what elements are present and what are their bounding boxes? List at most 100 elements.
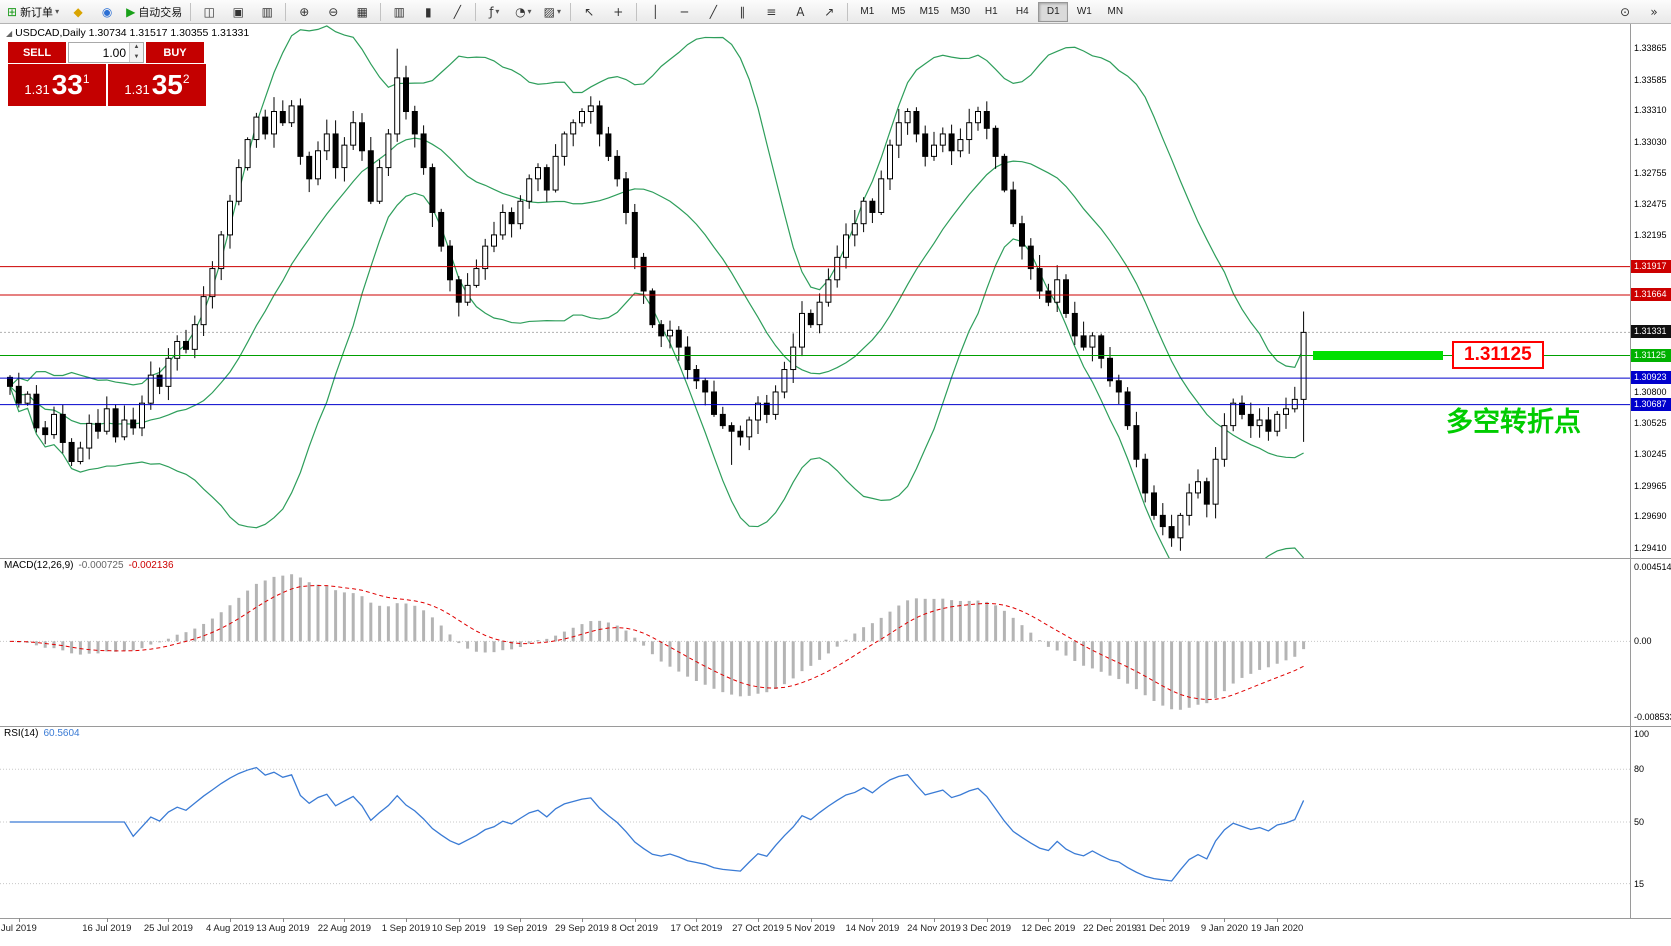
price-axis-label: 1.30800 xyxy=(1634,386,1667,397)
timeframe-mn-button[interactable]: MN xyxy=(1107,6,1124,17)
macd-axis-label: -0.008533 xyxy=(1634,712,1671,722)
trendline-button[interactable]: ╱ xyxy=(699,1,727,23)
metaeditor-button[interactable]: ◆ xyxy=(64,1,92,23)
chart-area[interactable]: ◢ USDCAD,Daily 1.30734 1.31517 1.30355 1.… xyxy=(0,24,1671,938)
volume-value[interactable]: 1.00 xyxy=(102,45,126,60)
candlestick-chart-button[interactable]: ▮ xyxy=(414,1,442,23)
time-axis-label: 12 Dec 2019 xyxy=(1021,923,1076,934)
time-tick-mark xyxy=(406,918,407,922)
auto-trading-button[interactable]: ▶ 自动交易 xyxy=(122,1,186,23)
time-tick-mark xyxy=(1277,918,1279,922)
one-click-trading-panel: SELL 1.00 ▲ ▼ BUY 1.31 33 1 1.31 35 2 xyxy=(8,42,206,106)
zoom-out-button[interactable]: ⊖ xyxy=(319,1,347,23)
tile-windows-icon: ▥ xyxy=(261,4,273,19)
grid-icon: ▦ xyxy=(356,4,368,19)
periods-icon: ◔ xyxy=(515,4,526,19)
timeframe-m5-button[interactable]: M5 xyxy=(891,6,906,17)
zoom-in-button[interactable]: ⊕ xyxy=(290,1,318,23)
time-axis-separator xyxy=(0,918,1671,919)
time-axis-label: 1 Sep 2019 xyxy=(381,923,431,934)
rsi-canvas xyxy=(0,766,1630,885)
time-tick-mark xyxy=(520,918,522,922)
volume-input[interactable]: 1.00 ▲ ▼ xyxy=(68,42,144,63)
indicators-icon: ƒ xyxy=(489,4,494,19)
arrows-button[interactable]: ↗ xyxy=(815,1,843,23)
profiles-button[interactable]: ▣ xyxy=(224,1,252,23)
channel-button[interactable]: ∥ xyxy=(728,1,756,23)
indicators-button[interactable]: ƒ ▾ xyxy=(480,1,508,23)
toolbar-overflow-button[interactable]: » xyxy=(1640,1,1668,23)
macd-signal-value: -0.002136 xyxy=(128,560,174,571)
price-axis-label: 1.30525 xyxy=(1634,417,1667,428)
text-button[interactable]: A xyxy=(786,1,814,23)
rsi-axis-label: 100 xyxy=(1634,729,1650,739)
price-axis-tag: 1.31125 xyxy=(1631,348,1671,362)
price-axis-tag: 1.31917 xyxy=(1631,259,1671,273)
price-axis-label: 1.33310 xyxy=(1634,105,1667,116)
timeframe-h4-button[interactable]: H4 xyxy=(1015,6,1029,17)
cursor-button[interactable]: ↖ xyxy=(575,1,603,23)
macd-canvas xyxy=(0,574,1630,710)
rsi-axis-label: 50 xyxy=(1634,817,1645,827)
symbol-ohlc-text: USDCAD,Daily 1.30734 1.31517 1.30355 1.3… xyxy=(15,27,250,39)
time-tick-mark xyxy=(1162,918,1164,922)
time-tick-mark xyxy=(282,918,284,922)
crosshair-button[interactable]: + xyxy=(604,1,632,23)
periods-button[interactable]: ◔ ▾ xyxy=(509,1,537,23)
templates-button[interactable]: ▨ ▾ xyxy=(538,1,566,23)
vertical-line-button[interactable]: │ xyxy=(641,1,669,23)
sell-price-button[interactable]: 1.31 33 1 xyxy=(8,64,106,106)
charts-button[interactable]: ◉ xyxy=(93,1,121,23)
time-axis-label: 3 Dec 2019 xyxy=(962,923,1012,934)
timeframe-m1-button[interactable]: M1 xyxy=(860,6,875,17)
time-axis[interactable]: Jul 2019 16 Jul 2019 25 Jul 2019 4 Aug 2019… xyxy=(0,918,1630,938)
sell-price-digits: 33 xyxy=(51,69,83,100)
new-order-button[interactable]: ⊞ 新订单 ▾ xyxy=(3,1,63,23)
price-axis-border xyxy=(1630,24,1631,918)
price-level-label[interactable]: 1.31125 xyxy=(1452,341,1544,369)
zoom-out-icon: ⊖ xyxy=(328,4,339,19)
price-chart-canvas[interactable] xyxy=(0,24,1630,558)
time-tick-mark xyxy=(872,918,874,922)
cursor-icon: ↖ xyxy=(584,4,595,19)
timeframe-w1-button[interactable]: W1 xyxy=(1076,6,1092,17)
charts-icon: ◉ xyxy=(101,4,113,19)
tile-windows-button[interactable]: ▥ xyxy=(253,1,281,23)
sell-button[interactable]: SELL xyxy=(8,42,66,63)
bar-chart-icon: ▥ xyxy=(393,4,405,19)
time-tick-mark xyxy=(18,918,20,922)
price-axis[interactable]: 1.33865 1.33585 1.33310 1.33030 1.32755 1.324… xyxy=(1631,24,1671,918)
grid-button[interactable]: ▦ xyxy=(348,1,376,23)
fibonacci-button[interactable]: ≡ xyxy=(757,1,785,23)
bar-chart-button[interactable]: ▥ xyxy=(385,1,413,23)
rsi-axis-label: 80 xyxy=(1634,764,1645,775)
new-order-label: 新订单 xyxy=(20,6,54,19)
chevron-down-icon: ▾ xyxy=(556,7,561,16)
buy-price-button[interactable]: 1.31 35 2 xyxy=(108,64,206,106)
time-tick-mark xyxy=(582,918,583,922)
horizontal-line-button[interactable]: ─ xyxy=(670,1,698,23)
toolbar-separator xyxy=(847,2,849,21)
time-axis-label: 19 Jan 2020 xyxy=(1251,923,1304,934)
turning-point-note[interactable]: 多空转折点 xyxy=(1446,407,1581,437)
time-tick-mark xyxy=(810,918,812,922)
volume-up-icon[interactable]: ▲ xyxy=(130,43,143,53)
text-icon: A xyxy=(796,4,805,19)
timeframe-h1-button[interactable]: H1 xyxy=(984,6,998,17)
rsi-panel-separator[interactable] xyxy=(0,726,1671,727)
timeframe-m15-button[interactable]: M15 xyxy=(919,6,940,17)
search-button[interactable]: ⊙ xyxy=(1611,1,1639,23)
time-axis-label: 31 Dec 2019 xyxy=(1135,923,1190,934)
timeframe-d1-button[interactable]: D1 xyxy=(1038,1,1069,22)
timeframe-m30-button[interactable]: M30 xyxy=(950,6,971,17)
time-tick-mark xyxy=(230,918,231,922)
macd-panel-separator[interactable] xyxy=(0,558,1671,559)
zoom-in-icon: ⊕ xyxy=(299,4,310,19)
volume-down-icon[interactable]: ▼ xyxy=(130,52,143,62)
line-chart-button[interactable]: ╱ xyxy=(443,1,471,23)
price-axis-label: 1.33030 xyxy=(1634,136,1667,147)
time-tick-mark xyxy=(934,918,935,922)
buy-button[interactable]: BUY xyxy=(146,42,204,63)
new-chart-button[interactable]: ◫ xyxy=(195,1,223,23)
price-axis-tag: 1.30923 xyxy=(1631,371,1671,385)
